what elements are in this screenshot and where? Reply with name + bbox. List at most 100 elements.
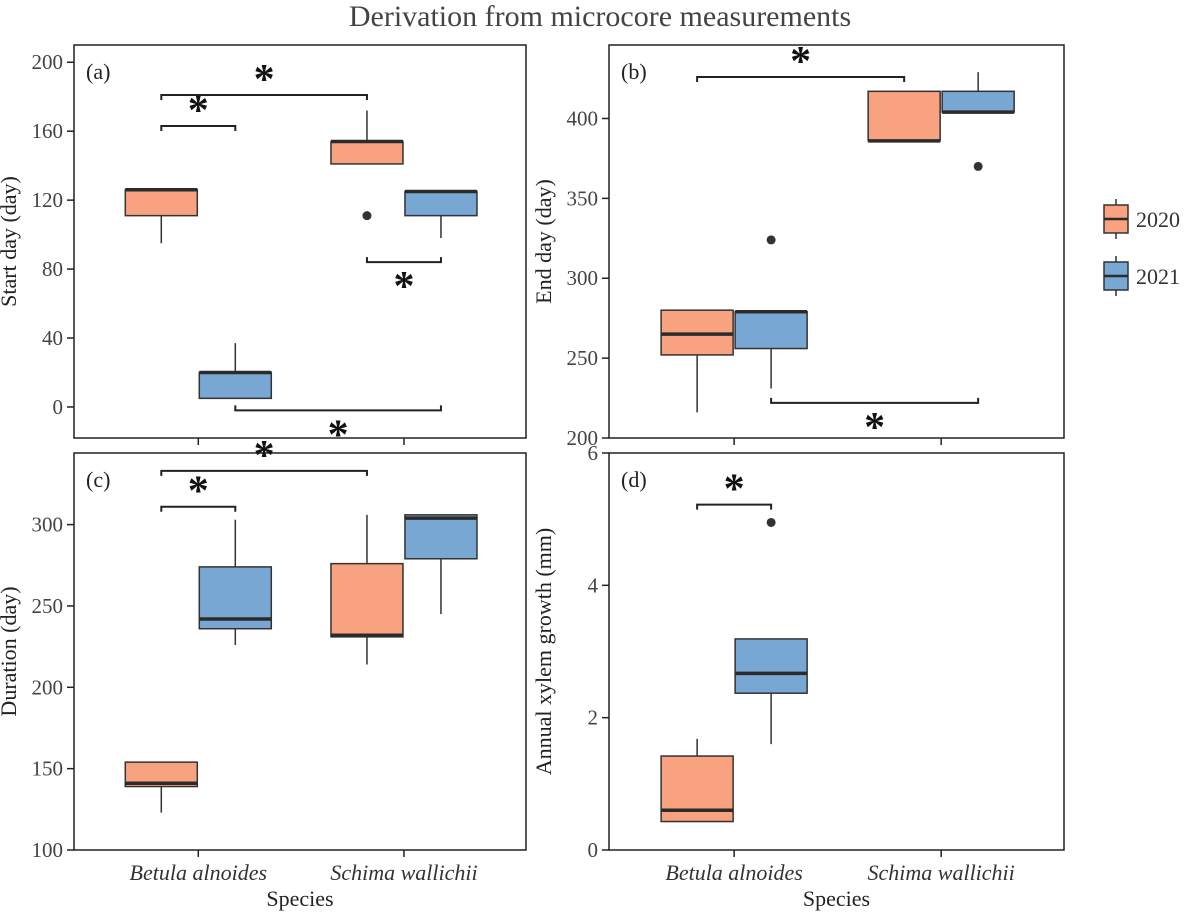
box-2020-schima-wallichii [330, 110, 404, 221]
significance-star: * [790, 39, 811, 85]
outlier-point [362, 211, 372, 221]
outlier-point [973, 161, 983, 171]
significance-star: * [328, 412, 349, 458]
legend: 2020 2021 [1103, 199, 1180, 296]
iqr-box [198, 371, 273, 400]
y-tick-label: 100 [32, 838, 64, 862]
iqr-box [330, 140, 404, 165]
significance-star: * [254, 433, 275, 479]
panel-label: (d) [621, 467, 647, 492]
legend-label: 2021 [1136, 264, 1180, 289]
x-axis-label: Species [266, 886, 333, 911]
box-2020-betula-alnoides [660, 738, 734, 823]
outlier-point [766, 235, 776, 245]
y-tick-label: 160 [32, 119, 64, 143]
box-2021-betula-alnoides [734, 235, 808, 389]
figure-title: Derivation from microcore measurements [349, 0, 851, 33]
significance-bracket: * [770, 397, 980, 451]
iqr-box [124, 189, 199, 217]
box-2021-schima-wallichii [404, 189, 478, 239]
box-2021-betula-alnoides [198, 519, 273, 645]
panel-d: 0 2 4 6 Betula alnoides Schima wallichiiSpeci… [531, 441, 1065, 911]
y-tick-label: 200 [32, 50, 64, 74]
plot-frame [608, 452, 1065, 851]
box-2020-schima-wallichii [330, 514, 404, 665]
plot-frame [608, 44, 1065, 439]
legend-item-2021: 2021 [1103, 256, 1180, 296]
significance-bracket: * [160, 57, 368, 103]
box-2020-schima-wallichii [867, 90, 941, 143]
significance-star: * [393, 264, 414, 310]
y-tick-label: 250 [32, 594, 64, 618]
y-tick-label: 250 [567, 346, 599, 370]
y-tick-label: 6 [588, 441, 599, 465]
significance-bracket: * [234, 405, 442, 458]
x-tick-label: Schima wallichii [868, 860, 1015, 885]
significance-star: * [254, 57, 275, 103]
significance-bracket: * [696, 467, 773, 513]
significance-bracket: * [696, 39, 906, 85]
y-tick-label: 400 [567, 106, 599, 130]
panel-c: 100 150 200 250 300 Betula alnoides Schima wal… [0, 433, 527, 911]
iqr-box [734, 638, 808, 694]
box-2021-betula-alnoides [734, 517, 808, 745]
y-tick-label: 80 [42, 257, 63, 281]
legend-label: 2020 [1136, 207, 1180, 232]
iqr-box [734, 311, 808, 350]
box-2021-schima-wallichii [404, 514, 478, 615]
y-tick-label: 350 [567, 186, 599, 210]
plot-frame [73, 44, 527, 439]
box-2021-schima-wallichii [941, 72, 1015, 171]
significance-bracket: * [365, 257, 442, 310]
iqr-box [330, 562, 404, 638]
y-axis-label: Annual xylem growth (mm) [531, 528, 556, 775]
bracket-line [696, 75, 906, 82]
bracket-line [160, 125, 237, 132]
significance-star: * [188, 469, 209, 515]
x-tick-label: Schima wallichii [330, 860, 477, 885]
outlier-point [766, 517, 776, 527]
box-2020-betula-alnoides [124, 761, 199, 813]
y-tick-label: 150 [32, 757, 64, 781]
x-axis-label: Species [803, 886, 870, 911]
y-axis-label: Start day (day) [0, 176, 21, 307]
panel-label: (c) [86, 467, 110, 492]
box-2020-betula-alnoides [660, 309, 734, 413]
y-tick-label: 4 [588, 573, 599, 597]
plot-frame [73, 452, 527, 851]
significance-star: * [724, 467, 745, 513]
significance-bracket: * [160, 469, 237, 515]
panel-a: 0 40 80 120 160 200 Start day (day) (a) * * * * [0, 44, 527, 458]
bracket-line [160, 505, 237, 512]
y-axis-label: End day (day) [531, 179, 556, 304]
y-tick-label: 120 [32, 188, 64, 212]
iqr-box [404, 190, 478, 217]
bracket-line [696, 503, 773, 510]
panel-b: 200 250 300 350 400 End day (day) (b) * * [531, 39, 1065, 451]
iqr-box [404, 514, 478, 560]
box-2021-betula-alnoides [198, 343, 273, 400]
legend-item-2020: 2020 [1103, 199, 1180, 239]
bracket-line [234, 405, 442, 412]
y-tick-label: 0 [53, 395, 64, 419]
x-tick-label: Betula alnoides [665, 860, 802, 885]
bracket-line [770, 397, 980, 404]
y-tick-label: 2 [588, 706, 599, 730]
y-tick-label: 0 [588, 838, 599, 862]
iqr-box [941, 90, 1015, 113]
y-tick-label: 300 [32, 513, 64, 537]
significance-bracket: * [160, 88, 237, 134]
bracket-line [365, 257, 442, 264]
y-axis-label: Duration (day) [0, 586, 21, 716]
y-tick-label: 300 [567, 266, 599, 290]
panel-label: (a) [86, 59, 110, 84]
y-tick-label: 40 [42, 326, 63, 350]
iqr-box [867, 90, 941, 142]
significance-bracket: * [160, 433, 368, 479]
panel-label: (b) [621, 59, 647, 84]
bracket-line [160, 469, 368, 476]
significance-star: * [188, 88, 209, 134]
y-tick-label: 200 [32, 675, 64, 699]
